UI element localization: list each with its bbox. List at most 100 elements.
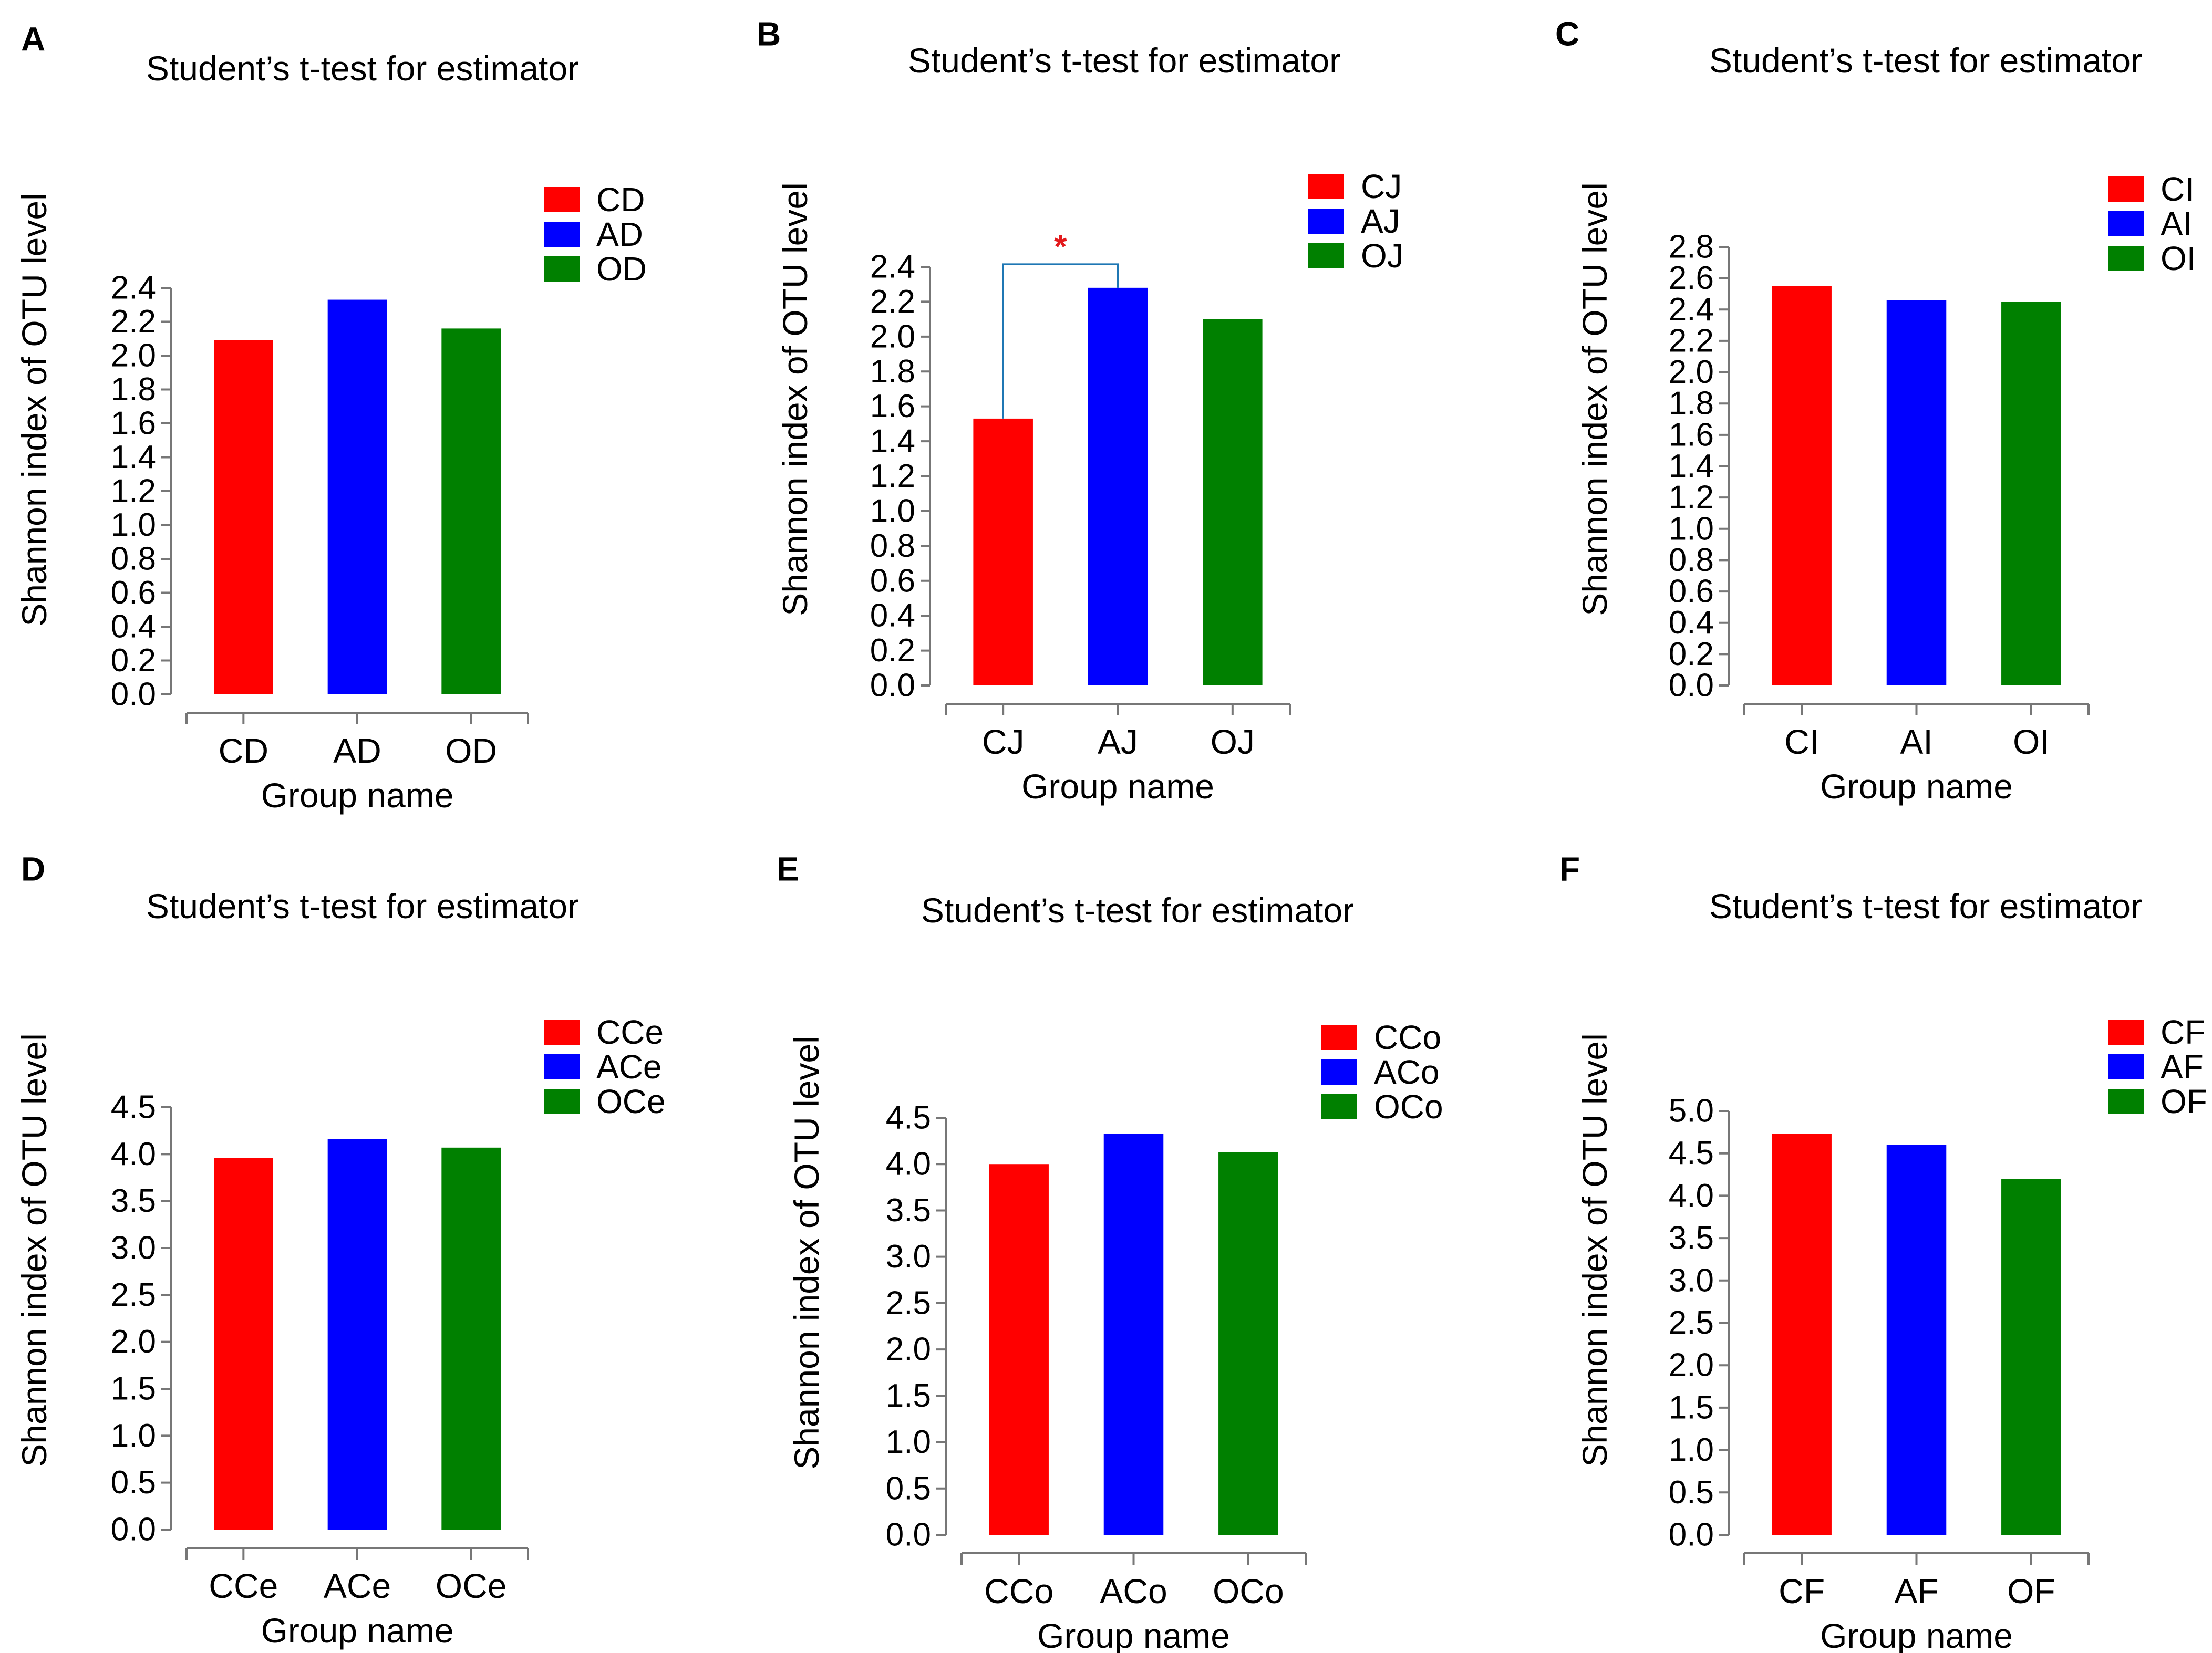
panel-letter: B	[757, 15, 781, 53]
y-tick-label: 1.8	[111, 371, 156, 408]
y-tick-label: 3.5	[886, 1192, 931, 1229]
legend-swatch	[2108, 176, 2144, 202]
y-tick-label: 3.5	[1669, 1220, 1714, 1256]
x-axis-label: Group name	[1037, 1616, 1230, 1653]
y-tick-label: 3.0	[1669, 1262, 1714, 1298]
legend-swatch	[1308, 243, 1344, 268]
legend-swatch	[544, 1054, 580, 1079]
y-tick-label: 4.5	[886, 1100, 931, 1136]
legend-swatch	[2108, 211, 2144, 236]
y-tick-label: 1.4	[111, 439, 156, 475]
y-tick-label: 0.5	[111, 1464, 156, 1501]
y-tick-label: 2.2	[870, 284, 915, 320]
y-tick-label: 0.2	[870, 632, 915, 669]
chart-title: Student’s t-test for estimator	[921, 891, 1354, 930]
y-tick-label: 0.4	[111, 609, 156, 645]
y-tick-label: 1.6	[111, 406, 156, 442]
bar	[1772, 1134, 1832, 1535]
y-tick-label: 1.8	[870, 354, 915, 390]
y-axis-label: Shannon index of OTU level	[15, 193, 54, 626]
y-tick-label: 0.0	[886, 1517, 931, 1553]
chart-title: Student’s t-test for estimator	[908, 41, 1341, 80]
y-tick-label: 0.2	[1669, 636, 1714, 672]
y-tick-label: 2.4	[870, 249, 915, 285]
legend-label: CF	[2161, 1013, 2205, 1051]
bar	[2001, 1179, 2061, 1535]
y-tick-label: 4.0	[886, 1146, 931, 1182]
y-tick-label: 1.4	[1669, 448, 1714, 484]
x-tick-label: CJ	[982, 722, 1025, 761]
significance-star: *	[1054, 227, 1067, 265]
legend-swatch	[2108, 246, 2144, 271]
legend-label: ACo	[1374, 1053, 1440, 1091]
x-tick-label: OCe	[436, 1566, 507, 1605]
x-tick-label: CI	[1784, 722, 1819, 761]
y-axis-label: Shannon index of OTU level	[15, 1033, 54, 1467]
y-tick-label: 0.8	[1669, 542, 1714, 578]
legend-label: CD	[596, 181, 645, 219]
legend-swatch	[2108, 1054, 2144, 1079]
legend-swatch	[1321, 1094, 1357, 1119]
legend-swatch	[544, 1089, 580, 1114]
legend-label: CI	[2161, 170, 2194, 208]
y-tick-label: 0.5	[1669, 1474, 1714, 1511]
y-tick-label: 2.5	[111, 1277, 156, 1313]
legend-label: OI	[2161, 240, 2196, 277]
bar	[327, 1139, 387, 1530]
legend-label: OCe	[596, 1083, 666, 1120]
legend-swatch	[2108, 1020, 2144, 1045]
legend-label: OCo	[1374, 1088, 1443, 1126]
y-tick-label: 2.0	[1669, 354, 1714, 390]
x-axis-label: Group name	[1820, 767, 2013, 806]
x-tick-label: AI	[1900, 722, 1932, 761]
y-tick-label: 5.0	[1669, 1093, 1714, 1129]
x-tick-label: OJ	[1211, 722, 1255, 761]
bar	[1886, 300, 1947, 685]
bar	[441, 1147, 501, 1530]
y-tick-label: 0.0	[111, 1512, 156, 1548]
legend-label: ACe	[596, 1048, 662, 1086]
y-axis-label: Shannon index of OTU level	[1575, 1033, 1614, 1467]
y-tick-label: 2.4	[111, 270, 156, 306]
chart-panel-f: F Student’s t-test for estimator Shannon i…	[1559, 850, 2207, 1653]
x-axis-label: Group name	[261, 776, 454, 815]
y-axis-label: Shannon index of OTU level	[1575, 182, 1614, 616]
legend-swatch	[544, 256, 580, 282]
legend-label: CCo	[1374, 1018, 1441, 1056]
x-tick-label: ACe	[324, 1566, 391, 1605]
y-tick-label: 1.0	[1669, 511, 1714, 547]
y-tick-label: 0.5	[886, 1470, 931, 1506]
y-tick-label: 4.0	[1669, 1178, 1714, 1214]
legend-swatch	[1308, 174, 1344, 199]
bar	[441, 328, 501, 694]
x-tick-label: CCe	[209, 1566, 278, 1605]
y-tick-label: 2.0	[870, 318, 915, 355]
legend-label: AI	[2161, 205, 2192, 243]
legend-swatch	[2108, 1089, 2144, 1114]
y-tick-label: 3.0	[111, 1230, 156, 1266]
legend-label: AF	[2161, 1048, 2204, 1086]
bar	[214, 340, 273, 694]
y-tick-label: 0.4	[1669, 605, 1714, 641]
y-tick-label: 0.8	[111, 541, 156, 577]
y-tick-label: 2.0	[111, 1324, 156, 1360]
panel-letter: A	[21, 20, 45, 58]
x-axis-label: Group name	[1021, 767, 1214, 806]
x-tick-label: ACo	[1100, 1572, 1167, 1610]
chart-panel-e: E Student’s t-test for estimator Shannon i…	[777, 850, 1443, 1653]
legend-label: OJ	[1361, 237, 1404, 275]
chart-title: Student’s t-test for estimator	[1709, 41, 2142, 80]
bar	[1088, 287, 1148, 685]
y-tick-label: 2.0	[886, 1332, 931, 1368]
y-tick-label: 1.0	[870, 493, 915, 529]
legend-label: AJ	[1361, 202, 1400, 240]
y-tick-label: 2.2	[1669, 323, 1714, 359]
y-tick-label: 1.0	[111, 1418, 156, 1454]
legend-swatch	[1308, 209, 1344, 234]
bar	[989, 1164, 1049, 1535]
y-tick-label: 3.0	[886, 1239, 931, 1275]
x-tick-label: OD	[445, 731, 497, 770]
chart-panel-a: A Student’s t-test for estimator Shannon i…	[15, 20, 647, 815]
bar	[1886, 1145, 1947, 1535]
